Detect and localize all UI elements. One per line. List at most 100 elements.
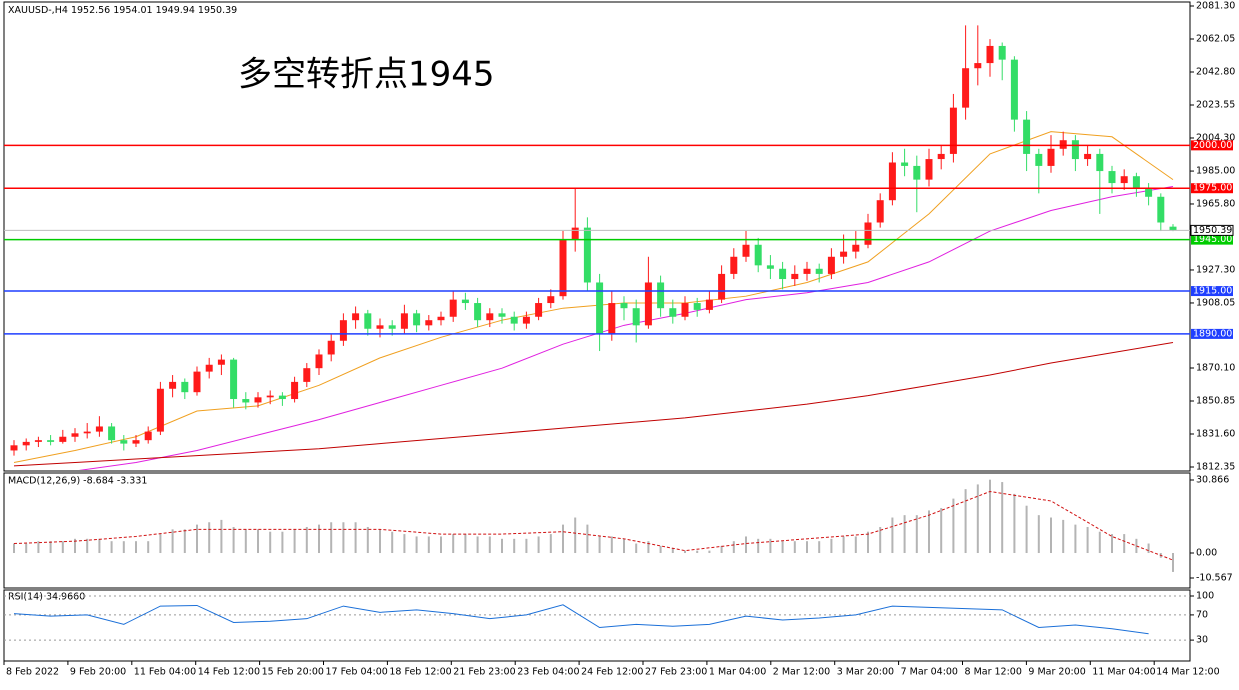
candle-body (1047, 148, 1055, 166)
level-tag (1191, 183, 1233, 194)
candle-body (1084, 153, 1092, 160)
candle-body (791, 273, 799, 280)
candle-body (376, 325, 384, 329)
macd-bar (818, 541, 821, 554)
candle-body (669, 308, 677, 317)
macd-bar (745, 536, 747, 554)
candle-body (1132, 176, 1140, 189)
x-tick-label: 14 Feb 12:00 (198, 667, 260, 678)
candle-body (254, 397, 262, 403)
macd-bar (854, 536, 857, 554)
y-tick-label: 1870.10 (1196, 363, 1235, 374)
macd-bar (549, 534, 552, 554)
last-price-label: 1950.39 (1193, 225, 1232, 236)
candle-body (693, 303, 701, 310)
x-tick-label: 21 Feb 23:00 (453, 667, 515, 678)
macd-bar (427, 536, 430, 554)
candle-body (876, 200, 884, 223)
macd-bar (708, 550, 711, 554)
candle-body (22, 441, 30, 446)
macd-bar (867, 531, 869, 554)
x-tick-label: 8 Feb 2022 (6, 667, 59, 678)
candle-body (108, 426, 116, 441)
y-tick-label: 1908.05 (1196, 297, 1235, 308)
candle-body (803, 268, 811, 274)
macd-bar (330, 522, 333, 554)
candle-body (901, 162, 909, 166)
candle-body (766, 265, 774, 269)
candle-body (120, 440, 128, 444)
macd-bar (159, 534, 162, 554)
macd-bar (269, 531, 272, 554)
candle-body (535, 303, 543, 317)
candle-body (1096, 153, 1104, 172)
macd-bar (122, 541, 125, 554)
macd-bar (769, 538, 772, 554)
x-tick-label: 27 Feb 23:00 (645, 667, 707, 678)
y-tick-label: 1927.30 (1196, 264, 1235, 275)
candle-body (315, 354, 323, 369)
candle-body (1010, 59, 1018, 120)
macd-bar (720, 545, 723, 554)
moving-average (13, 341, 1174, 467)
candle-body (132, 440, 140, 444)
candle-body (888, 162, 896, 201)
x-tick-label: 8 Mar 12:00 (965, 667, 1022, 678)
level-tag (1191, 286, 1233, 297)
candle-body (779, 268, 787, 280)
candle-body (864, 222, 872, 245)
candle-body (657, 282, 665, 309)
y-tick-label: -10.567 (1196, 573, 1233, 584)
candle-body (303, 368, 311, 382)
moving-average (13, 131, 1174, 463)
x-tick-label: 14 Mar 12:00 (1156, 667, 1219, 678)
candle-body (461, 299, 469, 304)
candle-body (437, 316, 445, 321)
candle-body (327, 340, 335, 355)
candle-body (352, 313, 360, 321)
candle-body (937, 153, 945, 160)
macd-bar (86, 538, 89, 554)
low: 1949.94 (156, 5, 195, 16)
macd-bar (891, 517, 894, 554)
macd-bar (110, 541, 113, 554)
candle-body (718, 273, 726, 300)
x-tick-label: 23 Feb 04:00 (517, 667, 579, 678)
macd-bar (928, 510, 930, 554)
y-tick-label: 1985.00 (1196, 166, 1235, 177)
macd-bar (37, 541, 40, 554)
candle-body (815, 268, 823, 274)
candle-body (230, 359, 238, 400)
price-frame (3, 1, 1191, 472)
macd-bar (989, 479, 991, 554)
macd-bar (1172, 553, 1174, 572)
macd-title: MACD(12,26,9) -8.684 -3.331 (8, 476, 147, 487)
macd-bar (781, 541, 784, 554)
macd-bar (452, 534, 455, 554)
y-tick-label: 30 (1196, 635, 1208, 646)
open: 1952.56 (71, 5, 110, 16)
macd-bar (647, 541, 650, 554)
macd-bar (659, 545, 662, 554)
candle-body (827, 256, 835, 274)
candle-body (632, 308, 640, 326)
macd-bar (1086, 526, 1089, 554)
y-tick-label: 1850.85 (1196, 396, 1235, 407)
x-tick-label: 1 Mar 04:00 (709, 667, 766, 678)
macd-bar (440, 536, 442, 554)
symbol: XAUUSD-,H4 (8, 5, 68, 16)
macd-signal (13, 490, 1174, 561)
macd-bar (732, 541, 735, 554)
macd-bar (574, 517, 577, 554)
macd-bar (391, 531, 394, 554)
candle-body (193, 371, 201, 393)
close: 1950.39 (198, 5, 237, 16)
candle-body (291, 381, 299, 400)
candle-body (913, 165, 921, 180)
macd-bar (49, 541, 52, 554)
macd-bar (196, 524, 198, 554)
level-tag (1191, 140, 1233, 151)
candle-body (425, 320, 433, 326)
macd-bar (257, 529, 259, 554)
